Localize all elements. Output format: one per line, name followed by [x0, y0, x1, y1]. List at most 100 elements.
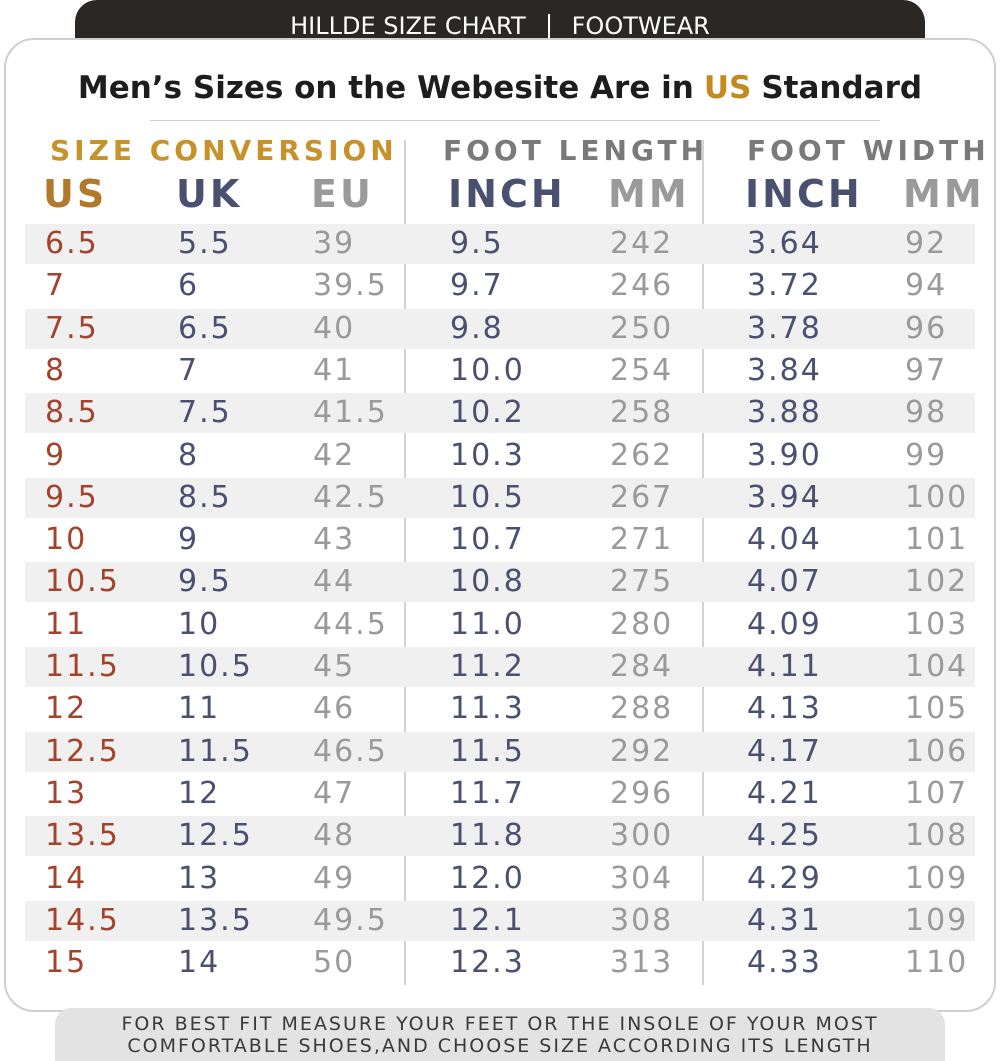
cell: 254 [610, 352, 674, 388]
row-band [25, 477, 975, 518]
cell: 300 [610, 818, 674, 854]
header-right: FOOTWEAR [571, 12, 710, 40]
row-band [25, 900, 975, 941]
cell: 8.5 [178, 479, 232, 515]
cell: 13 [178, 860, 221, 896]
cell: 101 [905, 522, 969, 558]
cell: 98 [905, 395, 948, 431]
cell: 10.7 [450, 522, 525, 558]
subtitle-highlight: US [703, 70, 752, 106]
group-header: SIZE CONVERSION [50, 134, 398, 167]
cell: 14 [45, 860, 88, 896]
cell: 242 [610, 226, 674, 261]
cell: 50 [313, 945, 356, 981]
cell: 280 [610, 606, 674, 642]
cell: 7 [45, 268, 67, 304]
cell: 12.0 [450, 860, 525, 896]
cell: 12.3 [450, 945, 525, 981]
cell: 10.5 [450, 479, 525, 515]
cell: 3.90 [747, 437, 822, 473]
cell: 105 [905, 691, 969, 727]
cell: 4.21 [747, 775, 822, 811]
cell: 9.5 [178, 564, 232, 600]
cell: 97 [905, 352, 948, 388]
row-band [25, 816, 975, 857]
cell: 10.5 [178, 649, 253, 684]
cell: 8 [178, 437, 200, 473]
row-band [25, 731, 975, 772]
cell: 11.5 [45, 649, 120, 684]
group-header: FOOT WIDTH [747, 134, 990, 167]
cell: 39 [313, 226, 356, 261]
cell: 11.7 [450, 775, 525, 811]
cell: 10.8 [450, 564, 525, 600]
cell: 10.5 [45, 564, 120, 600]
column-header: US [43, 172, 108, 216]
cell: 46 [313, 691, 356, 727]
cell: 12.5 [178, 818, 253, 854]
cell: 4.13 [747, 691, 822, 727]
column-header: UK [176, 172, 243, 216]
subtitle-text: Standard [761, 70, 923, 106]
cell: 4.09 [747, 606, 822, 642]
cell: 41.5 [313, 395, 388, 431]
cell: 288 [610, 691, 674, 727]
cell: 11.0 [450, 606, 525, 642]
cell: 308 [610, 902, 674, 938]
cell: 4.17 [747, 733, 822, 769]
cell: 262 [610, 437, 674, 473]
divider [150, 120, 880, 121]
cell: 4.11 [747, 649, 822, 684]
cell: 110 [905, 945, 969, 981]
cell: 106 [905, 733, 969, 769]
cell: 13.5 [45, 818, 120, 854]
cell: 258 [610, 395, 674, 431]
cell: 41 [313, 352, 356, 388]
cell: 9.5 [450, 226, 504, 261]
cell: 250 [610, 310, 674, 346]
row-band [25, 224, 975, 264]
row-band [25, 647, 975, 687]
cell: 10.2 [450, 395, 525, 431]
cell: 3.84 [747, 352, 822, 388]
column-header: INCH [745, 172, 863, 216]
cell: 102 [905, 564, 969, 600]
separator [547, 14, 550, 38]
cell: 246 [610, 268, 674, 304]
header-left: HILLDE SIZE CHART [290, 12, 526, 40]
cell: 5.5 [178, 226, 232, 261]
footer-line: FOR BEST FIT MEASURE YOUR FEET OR THE IN… [121, 1013, 879, 1035]
cell: 3.94 [747, 479, 822, 515]
cell: 9 [45, 437, 67, 473]
row-band [25, 562, 975, 603]
subtitle-text: Men’s Sizes on the Webesite Are in [77, 70, 694, 106]
cell: 48 [313, 818, 356, 854]
cell: 296 [610, 775, 674, 811]
subtitle: Men’s Sizes on the Webesite Are in US Stan… [0, 66, 1000, 110]
cell: 44 [313, 564, 356, 600]
cell: 4.33 [747, 945, 822, 981]
column-header: EU [311, 172, 374, 216]
cell: 47 [313, 775, 356, 811]
column-header: MM [608, 172, 690, 216]
footer-bar [55, 1008, 945, 1061]
cell: 4.04 [747, 522, 822, 558]
cell: 284 [610, 649, 674, 684]
cell: 9.5 [45, 479, 99, 515]
cell: 100 [905, 479, 969, 515]
cell: 271 [610, 522, 674, 558]
cell: 10.3 [450, 437, 525, 473]
cell: 92 [905, 226, 948, 261]
cell: 10.0 [450, 352, 525, 388]
cell: 267 [610, 479, 674, 515]
cell: 8 [45, 352, 67, 388]
cell: 12 [45, 691, 88, 727]
cell: 9.7 [450, 268, 504, 304]
cell: 10 [45, 522, 88, 558]
cell: 13 [45, 775, 88, 811]
cell: 4.31 [747, 902, 822, 938]
column-header: INCH [448, 172, 566, 216]
cell: 4.25 [747, 818, 822, 854]
column-header: MM [903, 172, 985, 216]
